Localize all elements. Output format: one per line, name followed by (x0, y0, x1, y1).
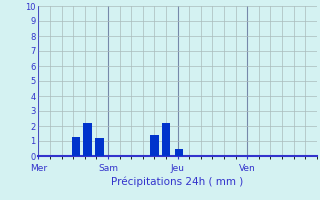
Bar (95, 138, 104, 156)
Bar (72, 137, 80, 156)
Bar (83, 123, 92, 156)
Bar (150, 135, 159, 156)
Bar (175, 148, 183, 156)
Bar (162, 123, 170, 156)
X-axis label: Précipitations 24h ( mm ): Précipitations 24h ( mm ) (111, 177, 244, 187)
